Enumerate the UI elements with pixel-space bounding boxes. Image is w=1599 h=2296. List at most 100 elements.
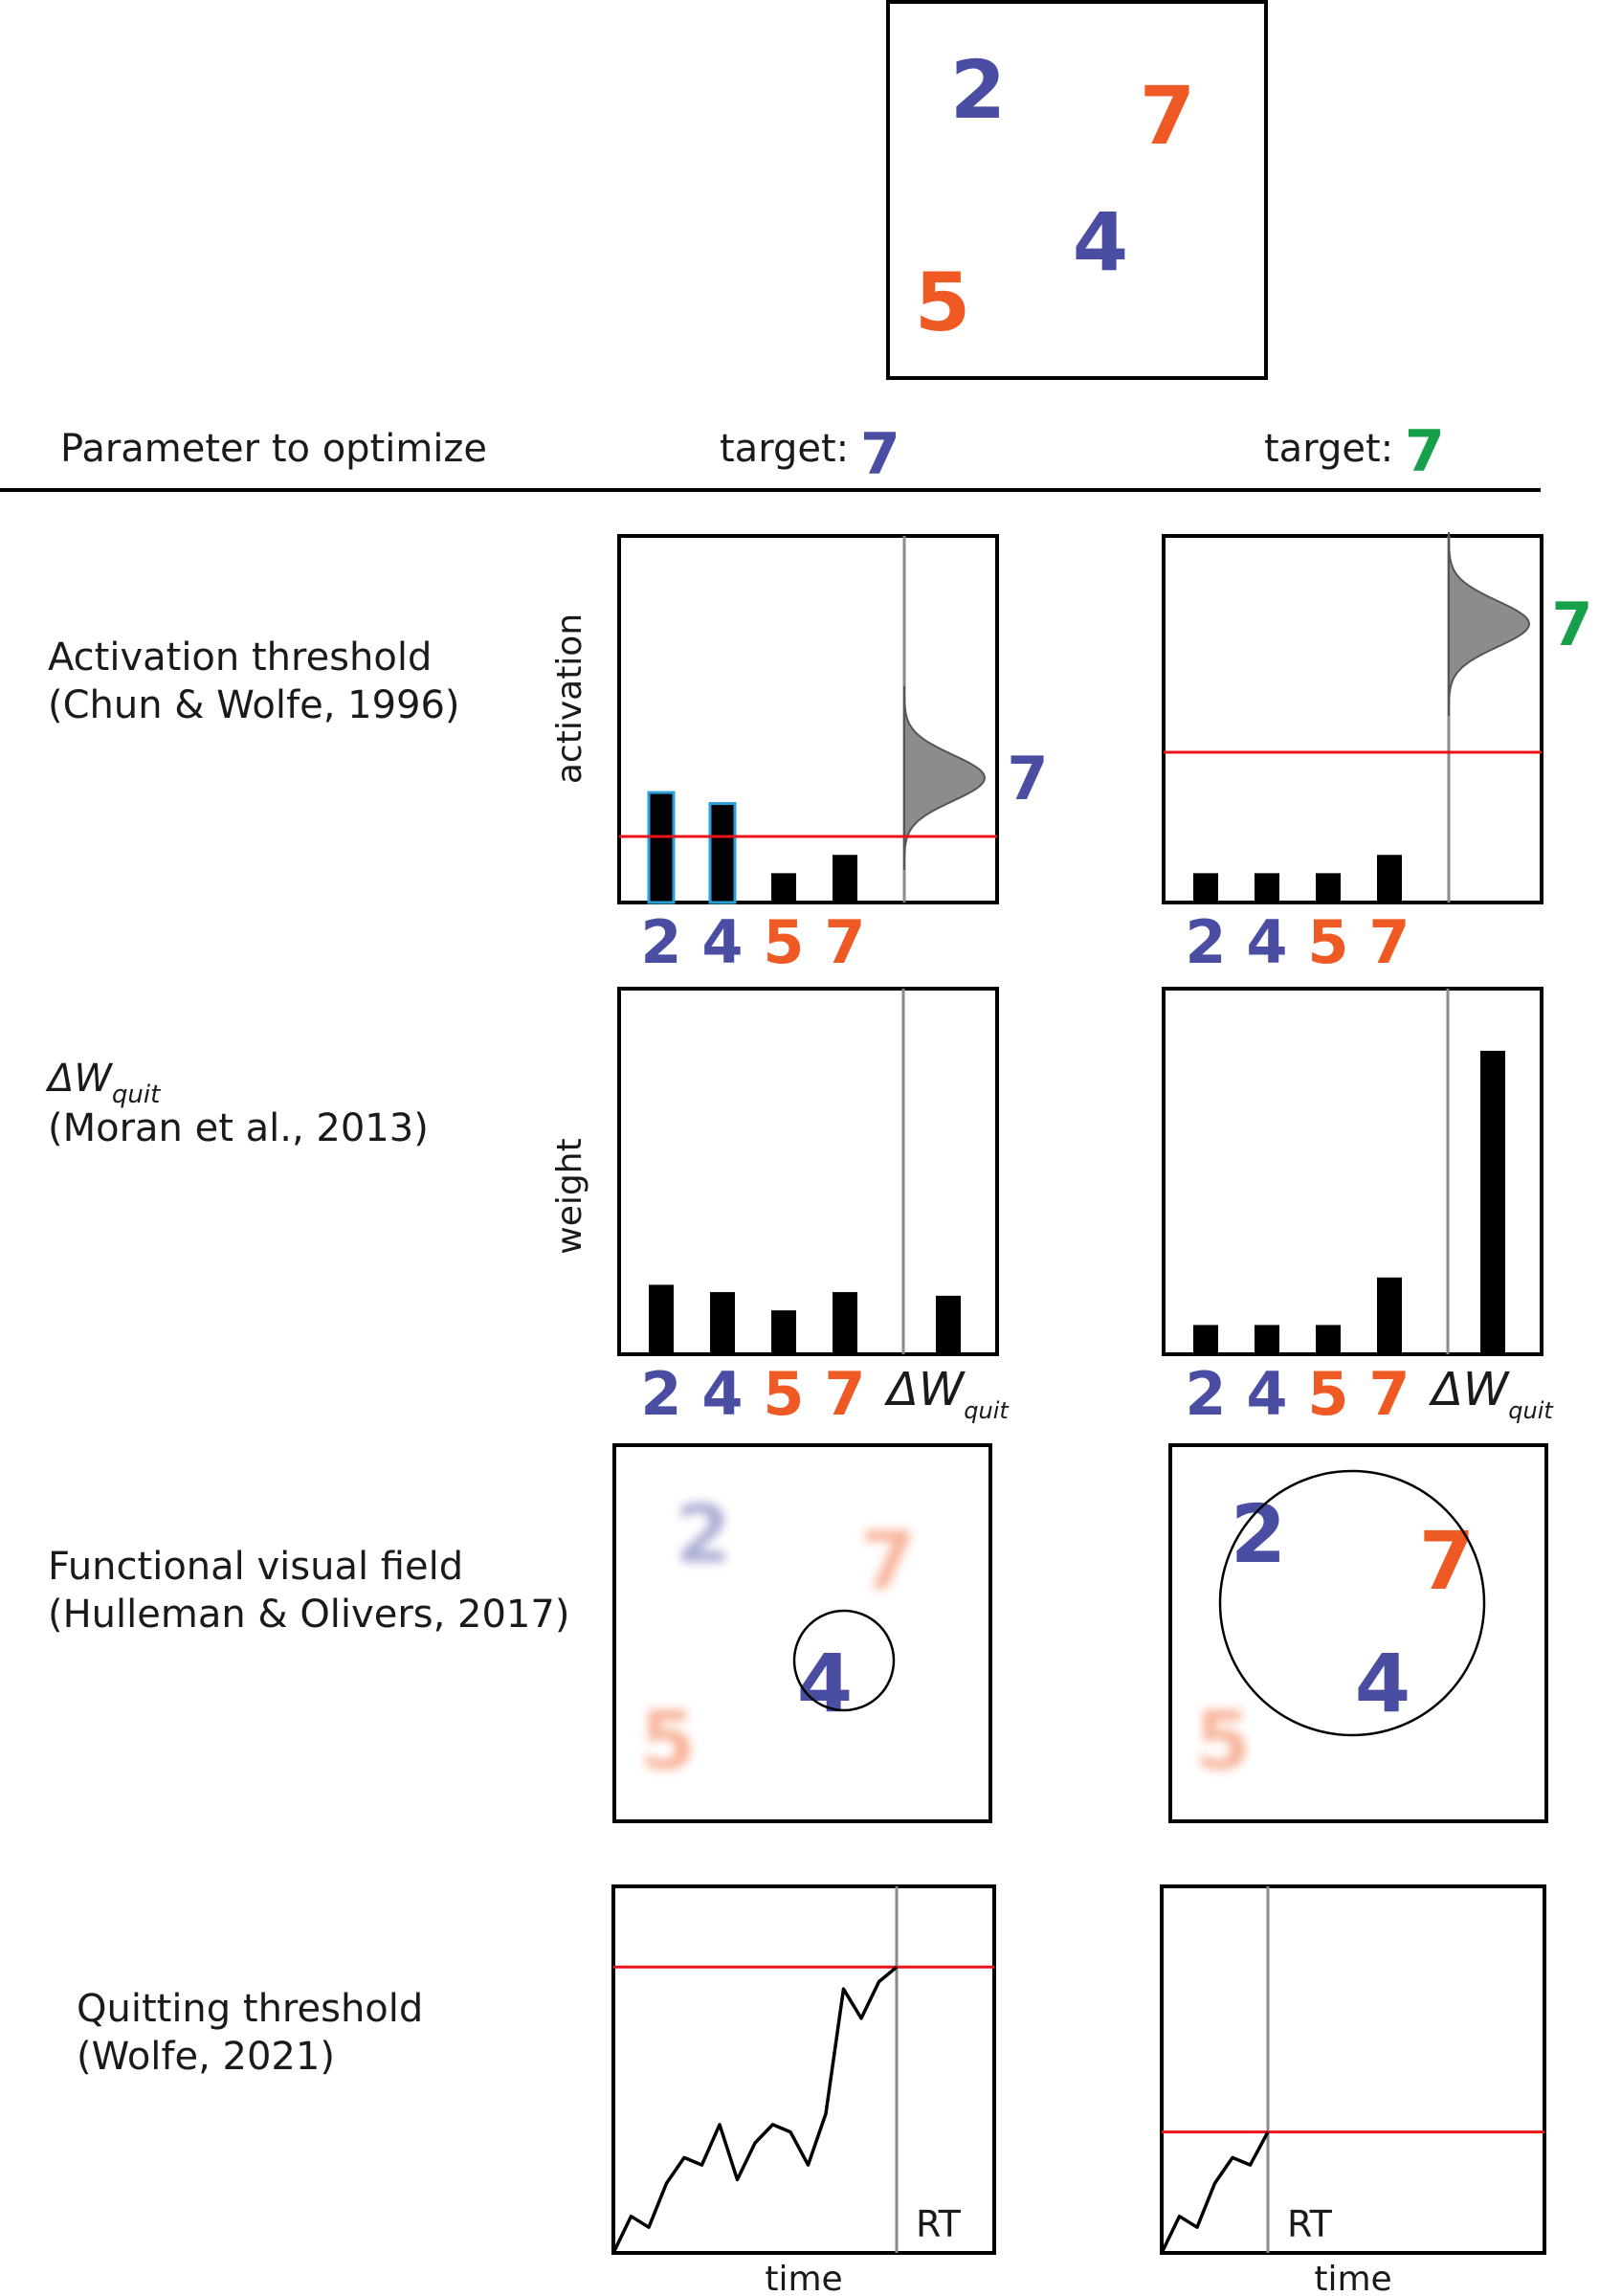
panel-quit-left: RT time <box>611 1884 996 2296</box>
target-prefix-right: target: <box>1264 427 1393 471</box>
row-title-quitting: Quitting threshold <box>77 1987 423 2031</box>
delta-w-symbol: ΔW <box>45 1057 113 1101</box>
activation-right-xtick-4: 4 <box>1246 907 1287 977</box>
activation-left-target-label: 7 <box>1007 744 1048 814</box>
activation-left-bar-7 <box>833 855 857 903</box>
quit-left-frame <box>611 1884 996 2255</box>
fvf-right-digit-7: 7 <box>1419 1514 1475 1608</box>
display-digit-5: 5 <box>915 256 970 349</box>
activation-right-frame <box>1162 534 1543 904</box>
target-digit-right: 7 <box>1405 418 1445 485</box>
row-title-delta-w: ΔWquit <box>45 1057 161 1109</box>
weight-left-bar-dw-quit <box>936 1295 961 1354</box>
activation-right-xtick-2: 2 <box>1185 907 1226 977</box>
fvf-left-digit-5-blurred: 5 <box>640 1694 696 1788</box>
weight-left-xtick-dw: ΔWquit <box>883 1363 1010 1424</box>
quit-right-evidence-trace <box>1160 2130 1270 2254</box>
search-display: 2 7 4 5 <box>886 0 1268 380</box>
weight-left-xtick-dw-symbol: ΔW <box>883 1363 966 1416</box>
activation-right-xtick-7: 7 <box>1368 907 1410 977</box>
weight-right-xtick-dw-symbol: ΔW <box>1428 1363 1510 1416</box>
column-header-left: target: 7 <box>720 421 900 488</box>
quit-left-xlabel: time <box>765 2260 842 2296</box>
quit-left-rt-label: RT <box>916 2203 962 2245</box>
row-label-quitting: Quitting threshold (Wolfe, 2021) <box>77 1987 423 2079</box>
fvf-right-digit-4: 4 <box>1355 1637 1410 1730</box>
activation-left-xtick-4: 4 <box>701 907 743 977</box>
fvf-right-digit-5-blurred: 5 <box>1195 1694 1251 1788</box>
activation-left-bar-5 <box>771 873 796 903</box>
fvf-left-digit-2-blurred: 2 <box>676 1487 731 1581</box>
panel-quit-right: RT time <box>1160 1884 1546 2296</box>
weight-right-xtick-2: 2 <box>1185 1359 1226 1429</box>
weight-right-bar-dw-quit <box>1480 1050 1505 1354</box>
activation-right-bar-2 <box>1193 873 1218 903</box>
weight-left-bar-4 <box>710 1292 735 1354</box>
activation-right-xtick-5: 5 <box>1307 907 1348 977</box>
weight-right-frame <box>1162 987 1543 1356</box>
quit-right-rt-label: RT <box>1287 2203 1333 2245</box>
weight-right-bar-4 <box>1255 1325 1279 1354</box>
row-title-activation: Activation threshold <box>48 635 432 680</box>
quit-left-evidence-trace <box>611 1965 899 2254</box>
activation-right-bar-4 <box>1255 873 1279 903</box>
weight-right-bar-5 <box>1316 1325 1341 1354</box>
weight-left-bar-2 <box>649 1284 674 1354</box>
weight-right-bar-2 <box>1193 1325 1218 1354</box>
activation-left-xtick-5: 5 <box>763 907 804 977</box>
activation-left-xtick-2: 2 <box>640 907 681 977</box>
weight-right-xtick-7: 7 <box>1368 1359 1410 1429</box>
activation-right-target-distribution <box>1448 531 1531 716</box>
display-digit-4: 4 <box>1073 195 1128 289</box>
weight-left-bar-5 <box>771 1310 796 1354</box>
column-header-right: target: 7 <box>1264 418 1445 485</box>
ylabel-weight: weight <box>550 1138 589 1254</box>
weight-left-xtick-7: 7 <box>824 1359 865 1429</box>
activation-left-target-distribution <box>903 685 987 870</box>
row-cite-delta-w: (Moran et al., 2013) <box>48 1106 429 1150</box>
weight-left-bar-7 <box>833 1292 857 1354</box>
panel-fvf-left: 2 7 4 5 <box>612 1443 992 1823</box>
display-digit-2: 2 <box>950 43 1006 137</box>
parameter-header: Parameter to optimize <box>60 427 487 471</box>
weight-left-xtick-dw-subscript: quit <box>964 1397 1010 1424</box>
target-digit-left: 7 <box>860 421 900 488</box>
panel-weight-left: 2 4 5 7 ΔWquit <box>617 987 1010 1429</box>
activation-right-bar-5 <box>1316 873 1341 903</box>
row-title-fvf: Functional visual field <box>48 1545 463 1589</box>
weight-right-xtick-dw: ΔWquit <box>1428 1363 1554 1424</box>
activation-left-bar-2 <box>647 791 676 904</box>
ylabel-activation: activation <box>550 613 589 784</box>
delta-w-subscript: quit <box>112 1081 161 1109</box>
fvf-left-digit-7-blurred: 7 <box>860 1514 916 1608</box>
row-label-fvf: Functional visual field (Hulleman & Oliv… <box>48 1545 569 1637</box>
weight-right-bar-7 <box>1377 1277 1402 1354</box>
weight-right-xtick-dw-subscript: quit <box>1508 1397 1554 1424</box>
target-prefix-left: target: <box>720 427 849 471</box>
fvf-left-circle <box>792 1609 896 1712</box>
row-label-delta-w: ΔWquit (Moran et al., 2013) <box>45 1057 429 1150</box>
panel-fvf-right: 2 7 4 5 <box>1168 1443 1548 1823</box>
weight-left-xtick-2: 2 <box>640 1359 681 1429</box>
panel-activation-right: 72 4 5 7 <box>1162 531 1593 977</box>
panel-weight-right: 2 4 5 7 ΔWquit <box>1162 987 1554 1429</box>
row-label-activation: Activation threshold (Chun & Wolfe, 1996… <box>48 635 460 727</box>
weight-left-xtick-5: 5 <box>763 1359 804 1429</box>
weight-right-xtick-4: 4 <box>1246 1359 1287 1429</box>
activation-right-target-label: 7 <box>1551 590 1592 659</box>
fvf-left-digit-4: 4 <box>797 1637 853 1730</box>
quit-right-xlabel: time <box>1314 2260 1391 2296</box>
weight-right-xtick-5: 5 <box>1307 1359 1348 1429</box>
activation-left-bar-4 <box>708 802 737 904</box>
activation-right-bar-7 <box>1377 855 1402 903</box>
row-cite-quitting: (Wolfe, 2021) <box>77 2035 335 2079</box>
display-digit-7: 7 <box>1140 69 1195 163</box>
row-cite-fvf: (Hulleman & Olivers, 2017) <box>48 1593 569 1637</box>
panel-activation-left: 72 4 5 7 <box>617 534 1049 977</box>
weight-left-xtick-4: 4 <box>701 1359 743 1429</box>
weight-left-frame <box>617 987 999 1356</box>
quit-right-frame <box>1160 1884 1546 2255</box>
row-cite-activation: (Chun & Wolfe, 1996) <box>48 683 460 727</box>
activation-left-xtick-7: 7 <box>824 907 865 977</box>
